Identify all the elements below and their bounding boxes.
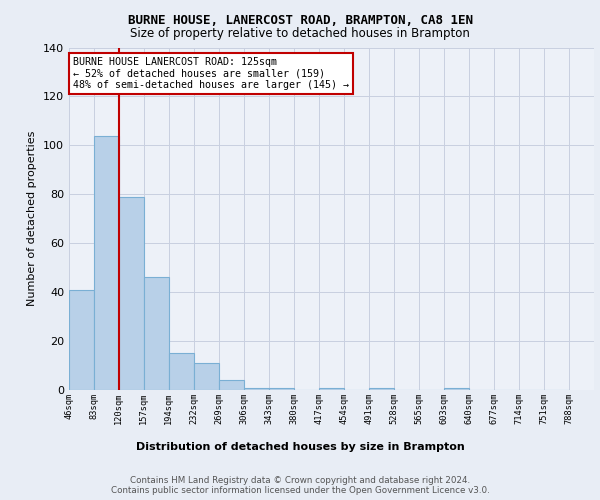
Bar bbox=[169, 354, 194, 390]
Text: BURNE HOUSE, LANERCOST ROAD, BRAMPTON, CA8 1EN: BURNE HOUSE, LANERCOST ROAD, BRAMPTON, C… bbox=[128, 14, 473, 27]
Bar bbox=[319, 388, 344, 390]
Bar bbox=[94, 136, 119, 390]
Text: BURNE HOUSE LANERCOST ROAD: 125sqm
← 52% of detached houses are smaller (159)
48: BURNE HOUSE LANERCOST ROAD: 125sqm ← 52%… bbox=[73, 58, 349, 90]
Bar bbox=[69, 290, 94, 390]
Bar bbox=[269, 388, 294, 390]
Bar bbox=[244, 388, 269, 390]
Bar bbox=[369, 388, 394, 390]
Text: Contains HM Land Registry data © Crown copyright and database right 2024.
Contai: Contains HM Land Registry data © Crown c… bbox=[110, 476, 490, 496]
Bar bbox=[194, 363, 219, 390]
Bar bbox=[445, 388, 469, 390]
Text: Size of property relative to detached houses in Brampton: Size of property relative to detached ho… bbox=[130, 28, 470, 40]
Bar bbox=[219, 380, 244, 390]
Text: Distribution of detached houses by size in Brampton: Distribution of detached houses by size … bbox=[136, 442, 464, 452]
Y-axis label: Number of detached properties: Number of detached properties bbox=[28, 131, 37, 306]
Bar bbox=[144, 278, 169, 390]
Bar bbox=[119, 196, 144, 390]
